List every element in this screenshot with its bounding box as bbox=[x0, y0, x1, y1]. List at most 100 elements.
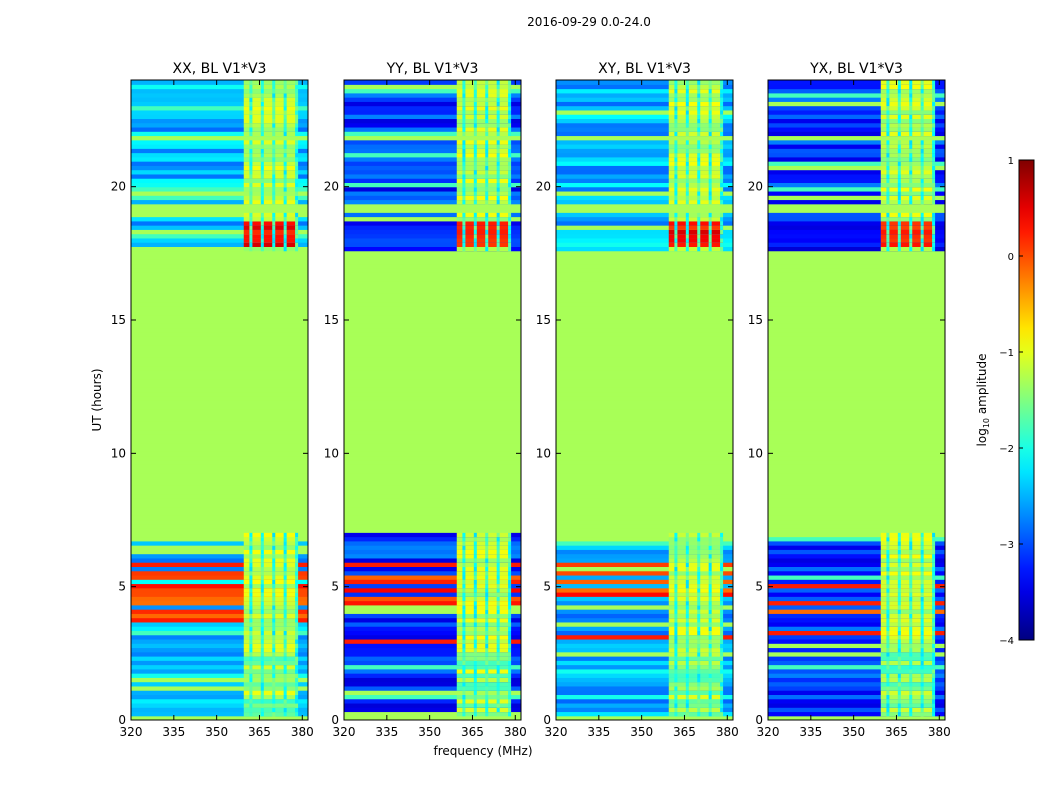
rfi-channel-gap bbox=[897, 711, 901, 717]
rfi-channel-gap bbox=[295, 178, 299, 183]
heatmap-band bbox=[556, 634, 733, 640]
heatmap-image bbox=[768, 80, 945, 720]
rfi-channel-gap bbox=[685, 97, 689, 102]
rfi-band-segment bbox=[243, 532, 299, 538]
rfi-channel-gap bbox=[708, 600, 712, 606]
rfi-channel-gap bbox=[260, 122, 264, 128]
heatmap-band bbox=[344, 139, 521, 145]
rfi-channel-gap bbox=[473, 186, 477, 192]
rfi-channel-gap bbox=[932, 105, 936, 111]
heatmap-band bbox=[344, 613, 521, 619]
rfi-channel-gap bbox=[272, 570, 276, 576]
heatmap-band bbox=[131, 468, 308, 474]
rfi-channel-gap bbox=[909, 118, 913, 124]
rfi-channel-gap bbox=[932, 156, 936, 162]
rfi-channel-gap bbox=[886, 109, 890, 115]
rfi-channel-gap bbox=[897, 105, 901, 111]
rfi-channel-gap bbox=[272, 690, 276, 695]
rfi-band-segment bbox=[243, 101, 299, 107]
rfi-band-segment bbox=[668, 609, 724, 614]
rfi-channel-gap bbox=[260, 673, 264, 678]
rfi-channel-gap bbox=[485, 114, 489, 119]
rfi-channel-gap bbox=[909, 114, 913, 119]
rfi-band-segment bbox=[456, 220, 512, 226]
rfi-channel-gap bbox=[909, 562, 913, 567]
heatmap-band bbox=[344, 165, 521, 171]
rfi-channel-gap bbox=[720, 88, 724, 94]
rfi-channel-gap bbox=[932, 651, 936, 657]
rfi-channel-gap bbox=[932, 673, 936, 678]
heatmap-band bbox=[768, 348, 945, 354]
rfi-channel-gap bbox=[685, 634, 689, 640]
heatmap-band bbox=[768, 169, 945, 175]
heatmap-band bbox=[344, 592, 521, 597]
heatmap-band bbox=[131, 596, 308, 602]
heatmap-band bbox=[344, 353, 521, 358]
rfi-channel-gap bbox=[462, 664, 466, 670]
rfi-channel-gap bbox=[920, 685, 924, 691]
heatmap-band bbox=[556, 412, 733, 418]
heatmap-band bbox=[131, 259, 308, 265]
heatmap-band bbox=[768, 408, 945, 414]
rfi-channel-gap bbox=[708, 685, 712, 691]
heatmap-band bbox=[344, 702, 521, 708]
rfi-channel-gap bbox=[249, 600, 253, 606]
rfi-channel-gap bbox=[674, 169, 678, 175]
heatmap-band bbox=[556, 173, 733, 179]
rfi-channel-gap bbox=[283, 118, 287, 124]
heatmap-band bbox=[344, 152, 521, 158]
rfi-band-segment bbox=[880, 122, 936, 128]
rfi-channel-gap bbox=[897, 122, 901, 128]
rfi-channel-gap bbox=[920, 690, 924, 695]
rfi-channel-gap bbox=[462, 105, 466, 111]
heatmap-band bbox=[556, 182, 733, 188]
rfi-channel-gap bbox=[473, 694, 477, 700]
heatmap-band bbox=[131, 114, 308, 119]
rfi-band-segment bbox=[880, 165, 936, 171]
rfi-band-segment bbox=[456, 673, 512, 678]
rfi-channel-gap bbox=[886, 553, 890, 559]
rfi-channel-gap bbox=[685, 553, 689, 559]
rfi-channel-gap bbox=[249, 664, 253, 670]
rfi-channel-gap bbox=[886, 690, 890, 695]
rfi-channel-gap bbox=[909, 690, 913, 695]
rfi-channel-gap bbox=[697, 131, 701, 137]
heatmap-band bbox=[344, 425, 521, 431]
rfi-band-segment bbox=[668, 173, 724, 179]
rfi-channel-gap bbox=[674, 562, 678, 567]
rfi-channel-gap bbox=[674, 690, 678, 695]
heatmap-band bbox=[556, 694, 733, 700]
heatmap-band bbox=[768, 468, 945, 474]
rfi-channel-gap bbox=[886, 126, 890, 132]
rfi-channel-gap bbox=[932, 131, 936, 137]
rfi-channel-gap bbox=[897, 681, 901, 687]
rfi-channel-gap bbox=[932, 242, 936, 247]
colorbar-tick-label: −1 bbox=[999, 348, 1014, 359]
rfi-channel-gap bbox=[909, 711, 913, 717]
rfi-channel-gap bbox=[920, 178, 924, 183]
rfi-channel-gap bbox=[932, 97, 936, 102]
rfi-channel-gap bbox=[249, 165, 253, 171]
heatmap-band bbox=[344, 617, 521, 623]
rfi-channel-gap bbox=[674, 84, 678, 90]
rfi-channel-gap bbox=[473, 225, 477, 230]
rfi-band-segment bbox=[880, 237, 936, 243]
rfi-channel-gap bbox=[485, 237, 489, 243]
heatmap-band bbox=[131, 272, 308, 277]
rfi-channel-gap bbox=[272, 634, 276, 640]
rfi-channel-gap bbox=[897, 190, 901, 196]
rfi-channel-gap bbox=[249, 84, 253, 90]
rfi-band-segment bbox=[456, 178, 512, 183]
rfi-band-segment bbox=[668, 685, 724, 691]
rfi-channel-gap bbox=[685, 600, 689, 606]
rfi-channel-gap bbox=[260, 698, 264, 704]
rfi-channel-gap bbox=[283, 88, 287, 94]
rfi-channel-gap bbox=[260, 643, 264, 649]
rfi-channel-gap bbox=[260, 237, 264, 243]
x-axis-label: frequency (MHz) bbox=[433, 744, 532, 758]
rfi-channel-gap bbox=[249, 656, 253, 661]
rfi-band-segment bbox=[456, 144, 512, 149]
rfi-channel-gap bbox=[697, 80, 701, 85]
heatmap-band bbox=[556, 97, 733, 102]
rfi-channel-gap bbox=[697, 617, 701, 623]
